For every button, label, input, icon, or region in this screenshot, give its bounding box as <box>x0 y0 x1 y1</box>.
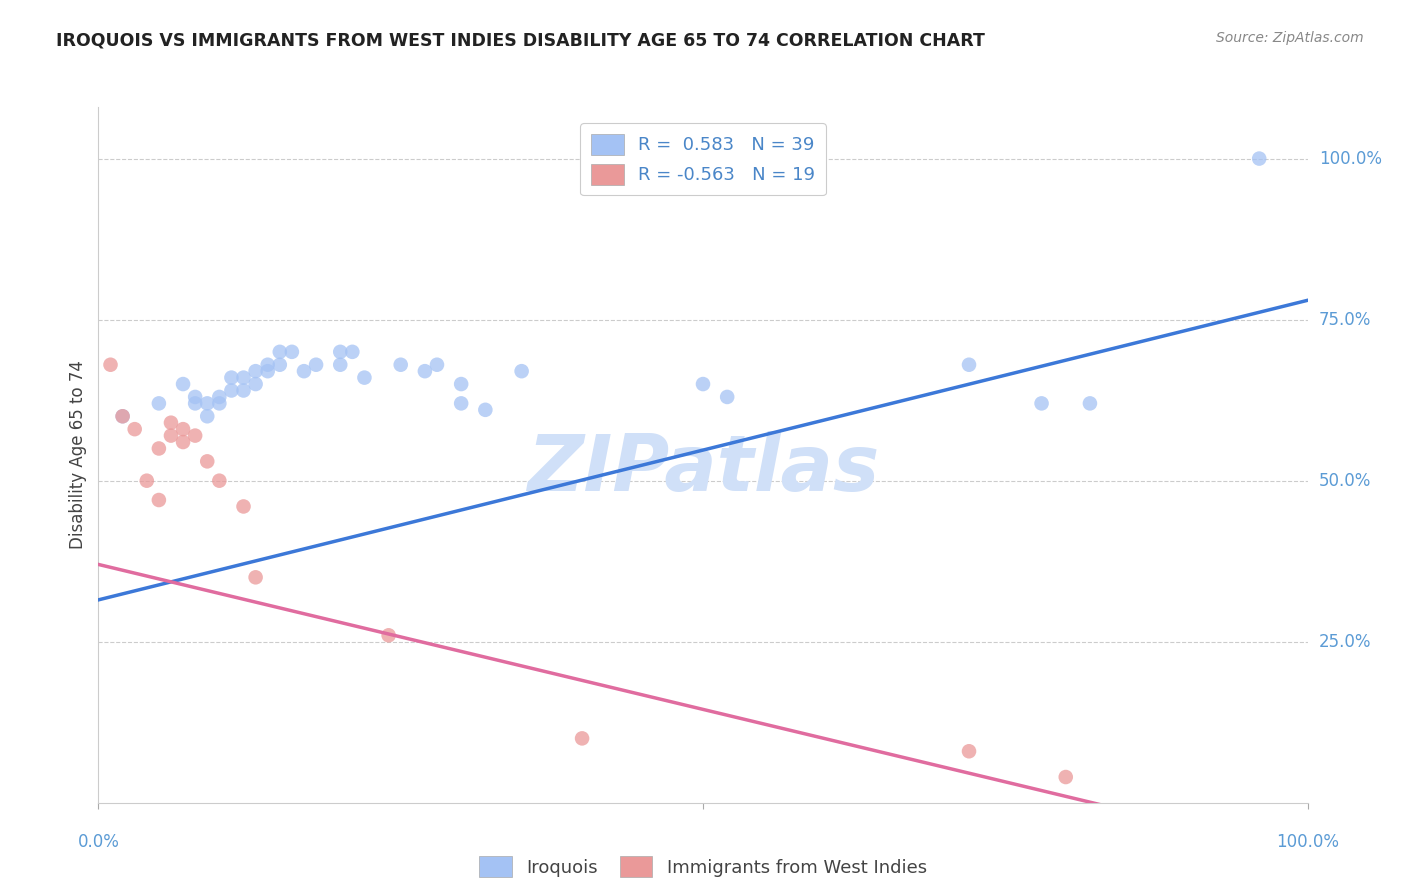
Point <box>148 396 170 410</box>
Point <box>172 377 194 392</box>
Point <box>245 364 267 378</box>
Point <box>111 409 134 424</box>
Point <box>245 377 267 392</box>
Point <box>692 377 714 392</box>
Point <box>111 409 134 424</box>
Point <box>305 358 328 372</box>
Point <box>1054 770 1077 784</box>
Point <box>245 570 267 584</box>
Y-axis label: Disability Age 65 to 74: Disability Age 65 to 74 <box>69 360 87 549</box>
Point <box>195 454 218 468</box>
Point <box>426 358 449 372</box>
Text: 75.0%: 75.0% <box>1319 310 1371 328</box>
Point <box>292 364 315 378</box>
Point <box>474 402 496 417</box>
Legend: Iroquois, Immigrants from West Indies: Iroquois, Immigrants from West Indies <box>472 849 934 884</box>
Point <box>269 358 291 372</box>
Point <box>256 364 278 378</box>
Point <box>329 358 352 372</box>
Point <box>353 370 375 384</box>
Point <box>184 428 207 442</box>
Text: 100.0%: 100.0% <box>1319 150 1382 168</box>
Text: 100.0%: 100.0% <box>1277 833 1339 851</box>
Point <box>232 370 254 384</box>
Point <box>221 370 243 384</box>
Point <box>195 409 218 424</box>
Point <box>184 390 207 404</box>
Point <box>1249 152 1271 166</box>
Text: ZIPatlas: ZIPatlas <box>527 431 879 507</box>
Point <box>1031 396 1053 410</box>
Point <box>208 390 231 404</box>
Point <box>135 474 157 488</box>
Point <box>510 364 533 378</box>
Point <box>172 435 194 450</box>
Point <box>413 364 436 378</box>
Point <box>377 628 399 642</box>
Point <box>716 390 738 404</box>
Point <box>195 396 218 410</box>
Point <box>342 344 364 359</box>
Point <box>957 744 980 758</box>
Point <box>232 384 254 398</box>
Point <box>160 416 183 430</box>
Point <box>450 377 472 392</box>
Point <box>160 428 183 442</box>
Point <box>221 384 243 398</box>
Text: 25.0%: 25.0% <box>1319 632 1371 651</box>
Point <box>148 493 170 508</box>
Point <box>1078 396 1101 410</box>
Point <box>450 396 472 410</box>
Point <box>208 396 231 410</box>
Point <box>281 344 304 359</box>
Point <box>329 344 352 359</box>
Point <box>256 358 278 372</box>
Text: IROQUOIS VS IMMIGRANTS FROM WEST INDIES DISABILITY AGE 65 TO 74 CORRELATION CHAR: IROQUOIS VS IMMIGRANTS FROM WEST INDIES … <box>56 31 986 49</box>
Point <box>172 422 194 436</box>
Point <box>269 344 291 359</box>
Point <box>571 731 593 746</box>
Point <box>184 396 207 410</box>
Text: Source: ZipAtlas.com: Source: ZipAtlas.com <box>1216 31 1364 45</box>
Point <box>148 442 170 456</box>
Text: 0.0%: 0.0% <box>77 833 120 851</box>
Point <box>389 358 412 372</box>
Text: 50.0%: 50.0% <box>1319 472 1371 490</box>
Point <box>957 358 980 372</box>
Point <box>208 474 231 488</box>
Point <box>124 422 146 436</box>
Point <box>100 358 122 372</box>
Point <box>232 500 254 514</box>
